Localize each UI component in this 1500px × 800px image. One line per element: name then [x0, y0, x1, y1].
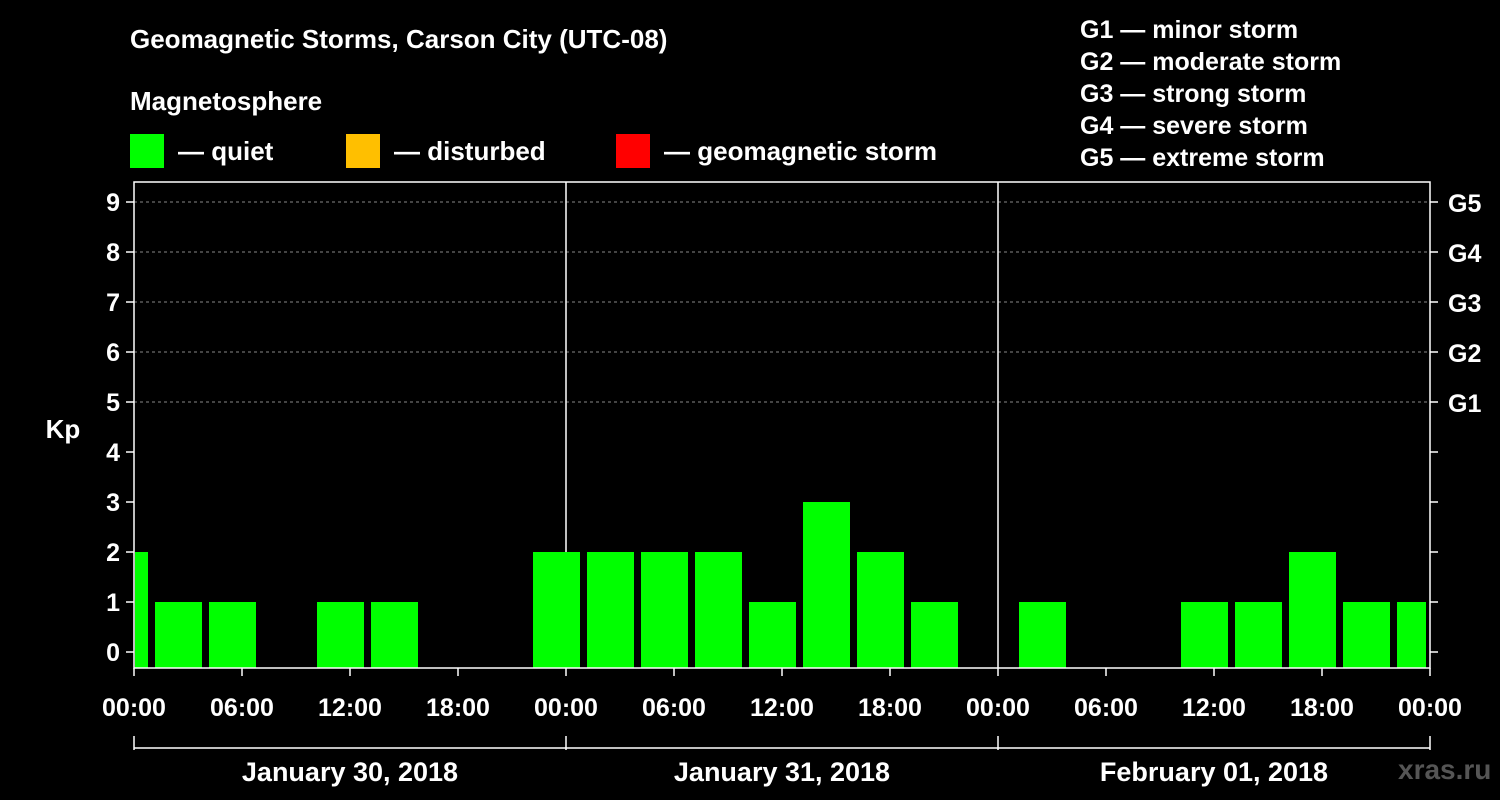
- kp-bar: [803, 502, 850, 668]
- legend-swatch-storm: [616, 134, 650, 168]
- storm-scale-g3: G3 — strong storm: [1080, 80, 1307, 108]
- x-tick-label: 00:00: [1398, 694, 1462, 722]
- x-tick-label: 00:00: [966, 694, 1030, 722]
- kp-bar: [857, 552, 904, 668]
- kp-bar: [371, 602, 418, 668]
- storm-scale-g5: G5 — extreme storm: [1080, 144, 1325, 172]
- chart-subtitle: Magnetosphere: [130, 86, 323, 116]
- y-tick-label: 9: [106, 189, 120, 217]
- kp-bar: [1235, 602, 1282, 668]
- y-tick-label: 3: [106, 489, 120, 517]
- storm-scale-g4: G4 — severe storm: [1080, 112, 1308, 140]
- x-tick-label: 18:00: [426, 694, 490, 722]
- legend-item-disturbed: — disturbed: [346, 134, 546, 168]
- kp-bar: [317, 602, 364, 668]
- legend-label-storm: — geomagnetic storm: [664, 135, 938, 166]
- legend-swatch-quiet: [130, 134, 164, 168]
- kp-bar: [641, 552, 688, 668]
- day-label: February 01, 2018: [1100, 757, 1328, 787]
- y-tick-label: 2: [106, 539, 120, 567]
- storm-scale-g1: G1 — minor storm: [1080, 16, 1299, 44]
- x-tick-label: 06:00: [210, 694, 274, 722]
- x-tick-label: 00:00: [102, 694, 166, 722]
- x-tick-label: 00:00: [534, 694, 598, 722]
- kp-bar: [1019, 602, 1066, 668]
- kp-bar: [911, 602, 958, 668]
- right-tick-label-g2: G2: [1448, 340, 1481, 368]
- x-tick-label: 18:00: [1290, 694, 1354, 722]
- kp-bar: [749, 602, 796, 668]
- day-label: January 31, 2018: [674, 757, 890, 787]
- day-label: January 30, 2018: [242, 757, 458, 787]
- x-tick-label: 06:00: [1074, 694, 1138, 722]
- right-tick-label-g5: G5: [1448, 190, 1481, 218]
- kp-bar: [209, 602, 256, 668]
- x-tick-label: 12:00: [1182, 694, 1246, 722]
- right-tick-label-g4: G4: [1448, 240, 1481, 268]
- x-tick-label: 12:00: [318, 694, 382, 722]
- y-tick-label: 4: [106, 439, 120, 467]
- watermark: xras.ru: [1398, 754, 1492, 785]
- kp-bar: [587, 552, 634, 668]
- legend-item-quiet: — quiet: [130, 134, 273, 168]
- plot-frame: [133, 181, 1431, 669]
- legend-label-quiet: — quiet: [178, 135, 274, 166]
- kp-bar: [533, 552, 580, 668]
- legend-item-storm: — geomagnetic storm: [616, 134, 937, 168]
- y-tick-label: 0: [106, 639, 120, 667]
- y-tick-label: 1: [106, 589, 120, 617]
- kp-bar: [1181, 602, 1228, 668]
- right-tick-label-g3: G3: [1448, 290, 1481, 318]
- legend-label-disturbed: — disturbed: [394, 135, 546, 166]
- kp-bar: [1289, 552, 1336, 668]
- storm-scale-g2: G2 — moderate storm: [1080, 48, 1342, 76]
- chart-title: Geomagnetic Storms, Carson City (UTC-08): [130, 24, 668, 54]
- right-tick-label-g1: G1: [1448, 390, 1481, 418]
- legend-swatch-disturbed: [346, 134, 380, 168]
- x-tick-label: 18:00: [858, 694, 922, 722]
- kp-bar: [695, 552, 742, 668]
- kp-bar: [1397, 602, 1426, 668]
- x-tick-label: 12:00: [750, 694, 814, 722]
- x-tick-label: 06:00: [642, 694, 706, 722]
- kp-bar: [135, 552, 148, 668]
- kp-bar: [1343, 602, 1390, 668]
- y-axis-label: Kp: [46, 414, 81, 444]
- storm-scale-legend: G1 — minor storm G2 — moderate storm G3 …: [1080, 14, 1341, 174]
- y-tick-label: 8: [106, 239, 120, 267]
- y-tick-label: 6: [106, 339, 120, 367]
- y-tick-label: 5: [106, 389, 120, 417]
- kp-bar: [155, 602, 202, 668]
- y-tick-label: 7: [106, 289, 120, 317]
